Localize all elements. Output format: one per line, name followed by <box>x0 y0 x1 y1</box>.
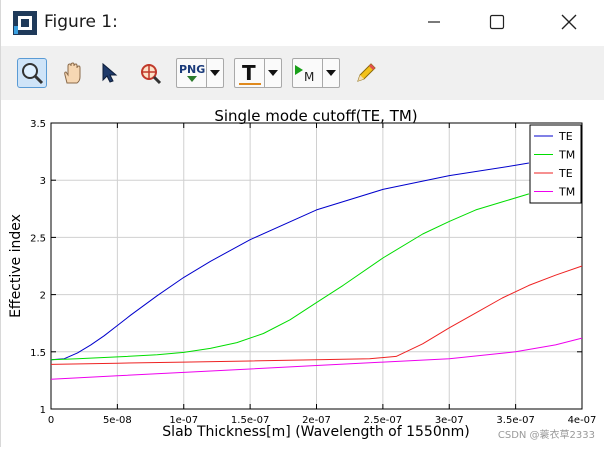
x-tick-label: 1e-07 <box>169 415 198 426</box>
legend-label: TE <box>558 130 573 143</box>
chart-title: Single mode cutoff(TE, TM) <box>214 107 417 125</box>
y-tick-label: 3 <box>40 176 46 187</box>
y-axis-label: Effective index <box>8 214 24 318</box>
x-tick-label: 5e-08 <box>103 415 132 426</box>
svg-text:PNG: PNG <box>179 63 205 76</box>
x-tick-label: 4e-07 <box>568 415 597 426</box>
close-button[interactable] <box>546 0 592 44</box>
arrow-cursor-icon <box>102 62 118 83</box>
x-axis-label: Slab Thickness[m] (Wavelength of 1550nm) <box>162 424 469 440</box>
close-icon <box>561 14 577 30</box>
text-tool-dropdown[interactable]: T <box>234 58 282 88</box>
zoom-tool-button[interactable] <box>17 58 47 88</box>
x-tick-label: 0 <box>48 415 54 426</box>
series-line-tm <box>50 193 530 361</box>
svg-text:M: M <box>304 70 314 84</box>
figure-app-icon <box>13 11 37 35</box>
magnifier-icon <box>22 63 44 85</box>
y-tick-label: 3.5 <box>30 119 46 130</box>
figure-toolbar: PNG T M <box>1 46 604 100</box>
minimize-icon <box>428 21 440 23</box>
svg-text:T: T <box>242 61 256 85</box>
series-lines <box>50 162 583 380</box>
title-bar: Figure 1: <box>1 0 604 46</box>
plot-area[interactable]: Single mode cutoff(TE, TM) 0 5e-08 1e-07 1.… <box>1 100 604 447</box>
x-tick-label: 1.5e-07 <box>231 415 269 426</box>
axis-ticks: 0 5e-08 1e-07 1.5e-07 2e-07 2.5e-07 3e-07 3.5e-… <box>30 119 596 426</box>
x-tick-label: 2e-07 <box>302 415 331 426</box>
y-tick-label: 2 <box>40 291 46 302</box>
datatip-tool-button[interactable] <box>135 58 165 88</box>
marker-icon: M <box>295 65 314 84</box>
legend: TE TM TE TM <box>529 124 582 204</box>
y-tick-label: 2.5 <box>30 233 46 244</box>
edit-tool-button[interactable] <box>351 58 381 88</box>
marker-tool-dropdown[interactable]: M <box>292 58 340 88</box>
text-icon: T <box>239 61 261 85</box>
x-tick-label: 2.5e-07 <box>364 415 402 426</box>
export-png-dropdown[interactable]: PNG <box>176 58 224 88</box>
chevron-down-icon <box>322 59 339 87</box>
crosshair-magnifier-icon <box>141 64 162 85</box>
maximize-button[interactable] <box>474 0 520 44</box>
series-line-te <box>50 265 583 365</box>
pencil-icon <box>357 63 376 82</box>
pan-tool-button[interactable] <box>57 58 87 88</box>
y-tick-label: 1.5 <box>30 348 46 359</box>
x-tick-label: 3.5e-07 <box>496 415 534 426</box>
chevron-down-icon <box>206 59 223 87</box>
chart-svg[interactable]: Single mode cutoff(TE, TM) 0 5e-08 1e-07 1.… <box>1 100 604 447</box>
watermark-text: CSDN @蓑衣草2333 <box>497 430 595 441</box>
series-line-te <box>50 162 529 361</box>
hand-icon <box>64 62 81 84</box>
x-tick-label: 3e-07 <box>435 415 464 426</box>
window-title: Figure 1: <box>44 12 118 32</box>
legend-box <box>529 124 582 204</box>
legend-label: TM <box>558 186 575 199</box>
grid-lines <box>50 122 583 410</box>
y-tick-label: 1 <box>40 405 46 416</box>
minimize-button[interactable] <box>411 0 457 44</box>
maximize-icon <box>489 14 505 30</box>
chevron-down-icon <box>264 59 281 87</box>
legend-label: TM <box>558 149 575 162</box>
select-tool-button[interactable] <box>95 58 125 88</box>
series-line-tm <box>50 337 583 380</box>
legend-label: TE <box>558 167 573 180</box>
png-export-icon: PNG <box>179 63 205 82</box>
